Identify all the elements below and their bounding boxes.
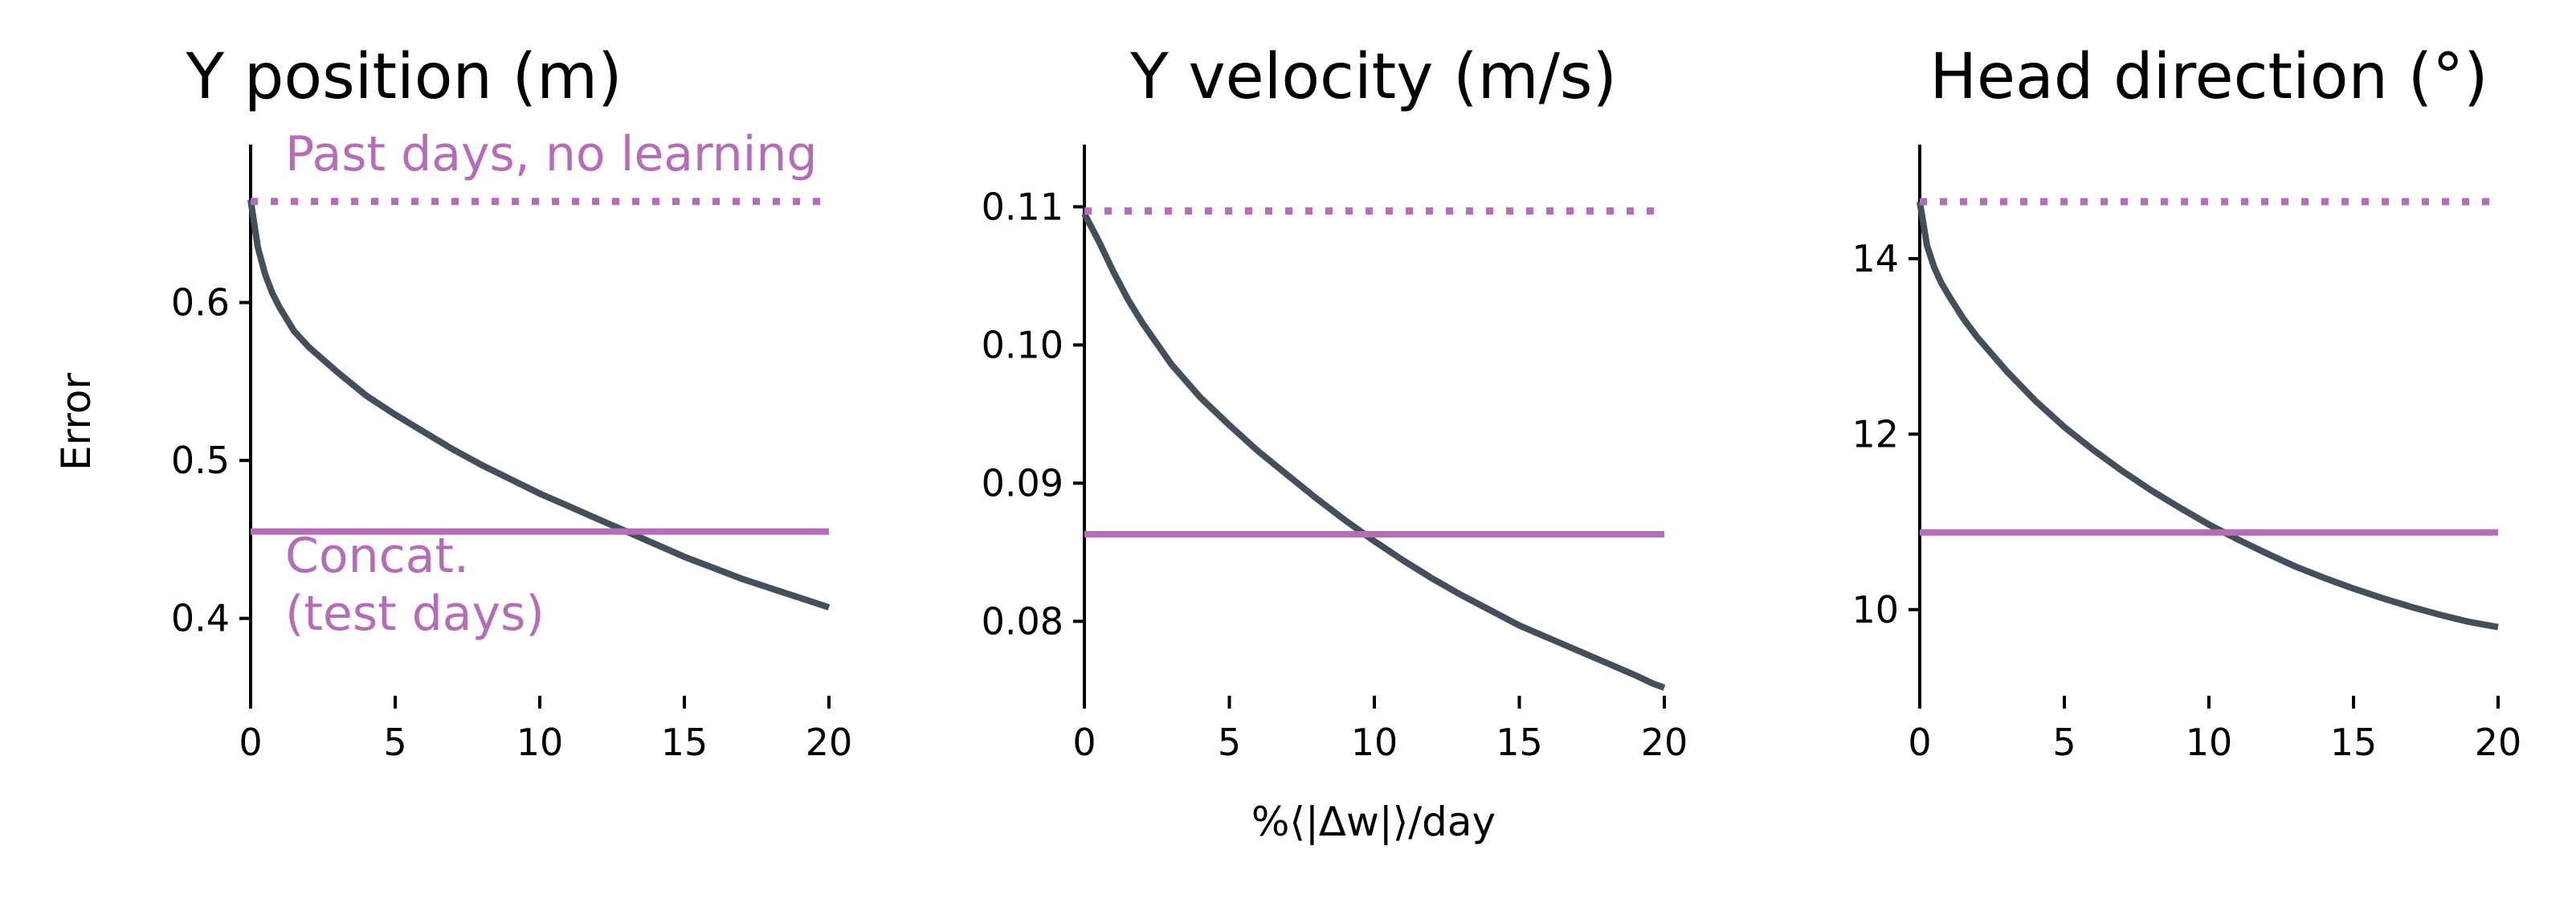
y-tick-label: 0.11 bbox=[982, 185, 1063, 228]
x-tick-label: 20 bbox=[2475, 721, 2522, 764]
panel-title: Head direction (°) bbox=[1929, 41, 2488, 113]
y-tick-label: 10 bbox=[1851, 588, 1899, 631]
y-tick-label: 0.09 bbox=[982, 461, 1063, 505]
panel-head-direction: Head direction (°) 10 12 14 0 5 10 15 20 bbox=[1851, 41, 2521, 764]
x-tick-label: 20 bbox=[806, 721, 853, 764]
x-tick-label: 10 bbox=[516, 721, 564, 764]
y-tick-label: 0.08 bbox=[982, 599, 1063, 643]
x-tick-label: 0 bbox=[1908, 721, 1931, 764]
x-tick-label: 15 bbox=[1496, 721, 1543, 764]
annotation-concat-line1: Concat. bbox=[285, 528, 469, 584]
y-axis-label: Error bbox=[53, 373, 100, 471]
annotation-concat-line2: (test days) bbox=[285, 586, 545, 642]
panel-y-velocity: Y velocity (m/s) 0.08 0.09 0.10 0.11 0 5 10 15 2… bbox=[982, 41, 1688, 764]
x-tick-label: 5 bbox=[383, 721, 406, 764]
y-tick-label: 0.10 bbox=[982, 323, 1063, 366]
y-tick-label: 14 bbox=[1851, 237, 1899, 280]
x-axis-label: %⟨|Δw|⟩/day bbox=[1251, 799, 1496, 845]
panel-y-position: Y position (m) Past days, no learning Co… bbox=[171, 41, 852, 764]
x-tick-label: 15 bbox=[661, 721, 708, 764]
x-tick-label: 0 bbox=[1072, 721, 1096, 764]
x-tick-label: 5 bbox=[2052, 721, 2076, 764]
annotation-past-days: Past days, no learning bbox=[285, 126, 817, 182]
series-line-model bbox=[247, 199, 831, 611]
x-tick-label: 0 bbox=[239, 721, 262, 764]
panel-title: Y position (m) bbox=[185, 41, 622, 113]
x-tick-label: 10 bbox=[2186, 721, 2233, 764]
x-tick-label: 10 bbox=[1351, 721, 1398, 764]
x-tick-label: 20 bbox=[1641, 721, 1688, 764]
x-tick-label: 15 bbox=[2330, 721, 2378, 764]
panel-title: Y velocity (m/s) bbox=[1129, 41, 1617, 113]
y-tick-label: 0.4 bbox=[171, 597, 230, 640]
series-line-model bbox=[1917, 201, 2499, 631]
series-line-model bbox=[1081, 212, 1666, 691]
y-tick-label: 0.5 bbox=[171, 439, 230, 482]
y-tick-label: 12 bbox=[1851, 412, 1899, 456]
y-tick-label: 0.6 bbox=[171, 281, 230, 325]
x-tick-label: 5 bbox=[1218, 721, 1241, 764]
